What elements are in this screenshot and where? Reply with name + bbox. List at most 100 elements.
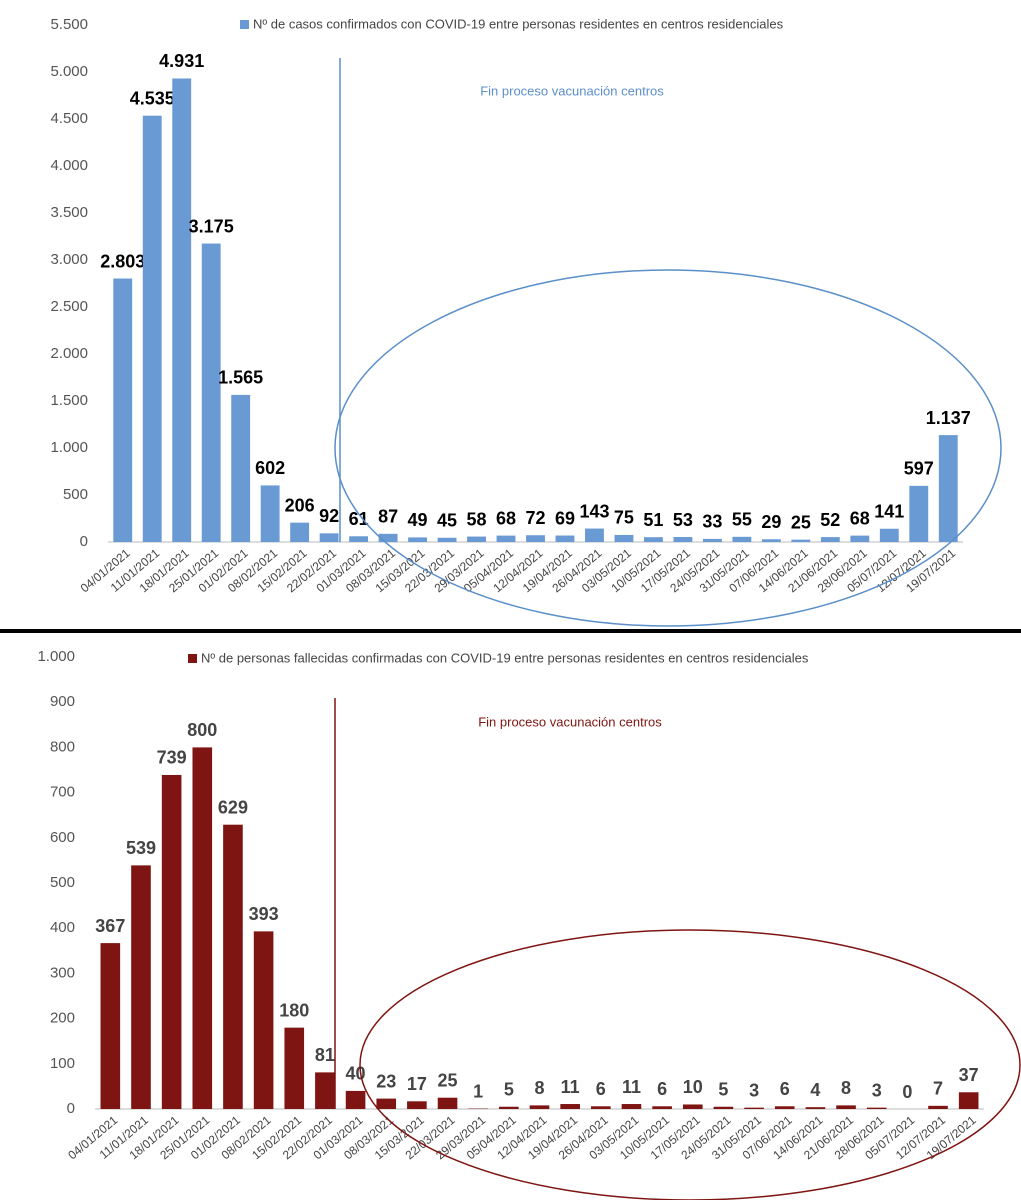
bar	[866, 1107, 887, 1109]
y-tick-label: 5.500	[50, 16, 88, 33]
legend-swatch	[188, 654, 197, 663]
bar	[879, 528, 899, 542]
data-label: 141	[874, 501, 904, 521]
data-label: 53	[673, 510, 693, 530]
bar	[172, 78, 192, 543]
bar	[467, 536, 486, 542]
data-label: 602	[255, 458, 285, 478]
y-tick-label: 3.000	[50, 251, 88, 268]
bar	[378, 533, 398, 542]
y-tick-label: 0	[80, 533, 88, 550]
bar	[585, 528, 604, 542]
data-label: 87	[378, 507, 398, 527]
bar	[560, 1104, 580, 1109]
y-tick-label: 500	[63, 486, 88, 503]
data-label: 37	[959, 1065, 979, 1085]
y-tick-label: 600	[50, 829, 75, 846]
data-label: 1.565	[218, 368, 263, 388]
data-label: 69	[555, 508, 575, 528]
bar	[407, 1101, 427, 1109]
bar	[791, 539, 811, 542]
data-label: 0	[902, 1082, 912, 1102]
y-tick-label: 3.500	[50, 204, 88, 221]
data-label: 367	[95, 916, 125, 936]
bar	[319, 533, 339, 542]
data-label: 49	[408, 510, 428, 530]
bar	[231, 394, 251, 542]
data-label: 68	[496, 508, 516, 528]
y-tick-label: 0	[67, 1100, 75, 1117]
data-label: 8	[841, 1078, 851, 1098]
bar	[437, 537, 457, 542]
y-tick-label: 1.000	[50, 439, 88, 456]
legend-label: Nº de personas fallecidas confirmadas co…	[201, 650, 809, 665]
data-label: 3	[872, 1080, 882, 1100]
data-label: 539	[126, 838, 156, 858]
bar	[614, 534, 634, 542]
data-label: 7	[933, 1079, 943, 1099]
bar	[591, 1106, 611, 1109]
highlight-ellipse	[359, 929, 1021, 1200]
bar	[958, 1092, 979, 1109]
bar	[643, 537, 663, 542]
y-tick-label: 200	[50, 1010, 75, 1027]
y-tick-label: 300	[50, 964, 75, 981]
y-tick-label: 4.500	[50, 110, 88, 127]
bar	[526, 535, 545, 542]
y-tick-label: 100	[50, 1055, 75, 1072]
data-label: 3	[749, 1080, 759, 1100]
bar	[496, 535, 516, 542]
y-tick-label: 1.500	[50, 392, 88, 409]
bar	[437, 1097, 458, 1109]
bar	[909, 485, 929, 542]
data-label: 52	[820, 510, 840, 530]
data-label: 5	[504, 1079, 514, 1099]
bar	[836, 1105, 856, 1109]
data-label: 33	[702, 512, 722, 532]
data-label: 4.535	[130, 88, 175, 108]
y-tick-label: 4.000	[50, 157, 88, 174]
bar	[850, 535, 870, 542]
bar	[499, 1106, 519, 1109]
bar	[290, 522, 310, 542]
bar	[100, 943, 121, 1109]
bar	[702, 538, 722, 542]
data-label: 61	[349, 509, 369, 529]
bar	[820, 537, 840, 542]
bar	[938, 435, 958, 542]
data-label: 5	[718, 1079, 728, 1099]
data-label: 629	[218, 797, 248, 817]
data-label: 2.803	[100, 251, 145, 271]
bar	[682, 1104, 703, 1109]
data-label: 11	[622, 1077, 641, 1097]
data-label: 23	[376, 1071, 396, 1091]
y-tick-label: 900	[50, 693, 75, 710]
data-label: 6	[596, 1079, 606, 1099]
data-label: 6	[657, 1079, 667, 1099]
data-label: 143	[579, 501, 609, 521]
data-label: 81	[315, 1045, 335, 1065]
bar	[315, 1072, 335, 1109]
bar	[529, 1105, 550, 1109]
bar	[652, 1106, 672, 1109]
bar	[284, 1027, 305, 1109]
legend-label: Nº de casos confirmados con COVID-19 ent…	[253, 16, 784, 31]
bar	[673, 537, 693, 542]
data-label: 597	[904, 459, 934, 479]
data-label: 45	[437, 511, 457, 531]
bar	[928, 1105, 948, 1109]
data-label: 3.175	[189, 216, 234, 236]
data-label: 51	[643, 510, 663, 530]
data-label: 17	[407, 1074, 427, 1094]
data-label: 55	[732, 510, 752, 530]
bar	[201, 243, 221, 543]
bar	[376, 1098, 397, 1109]
bar	[732, 536, 752, 542]
bar	[805, 1107, 826, 1109]
bar	[408, 537, 428, 542]
y-tick-label: 5.000	[50, 63, 88, 80]
bar	[113, 278, 133, 542]
bar	[621, 1104, 642, 1109]
bar	[555, 535, 575, 542]
